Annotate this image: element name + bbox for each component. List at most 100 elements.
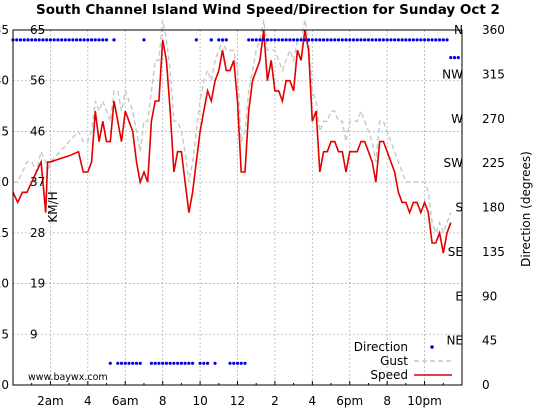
compass-label: NW <box>442 67 463 81</box>
right-tick-label: 315 <box>482 67 505 81</box>
y-inner-tick-label: 37 <box>30 175 45 189</box>
direction-point <box>104 38 109 42</box>
right-tick-label: 225 <box>482 156 505 170</box>
direction-point <box>71 38 75 42</box>
y-tick-label: 0 <box>1 378 9 392</box>
direction-point <box>164 361 169 365</box>
direction-point <box>449 56 453 60</box>
direction-point <box>41 38 45 42</box>
direction-point <box>82 38 86 42</box>
direction-point <box>149 361 154 365</box>
direction-point <box>108 361 112 365</box>
compass-label: NE <box>446 334 463 348</box>
right-tick-label: 0 <box>482 378 490 392</box>
direction-point <box>355 38 359 42</box>
gust-line <box>13 19 452 235</box>
direction-point <box>205 361 210 365</box>
direction-point <box>430 38 434 42</box>
direction-point <box>434 38 438 42</box>
y-inner-tick-label: 9 <box>30 327 38 341</box>
legend-direction-label: Direction <box>354 340 408 354</box>
direction-point <box>235 361 240 365</box>
y-inner-tick-label: 65 <box>30 23 45 37</box>
direction-point <box>445 38 449 42</box>
direction-point <box>426 38 430 42</box>
direction-point <box>393 38 397 42</box>
direction-point <box>93 38 97 42</box>
compass-label: N <box>454 23 463 37</box>
compass-label: SW <box>444 156 464 170</box>
direction-point <box>63 38 67 42</box>
direction-point <box>310 38 314 42</box>
chart-title: South Channel Island Wind Speed/Directio… <box>36 2 500 18</box>
direction-point <box>224 38 228 42</box>
plot-frame <box>12 29 463 386</box>
x-tick-label: 10pm <box>407 394 442 408</box>
direction-point <box>97 38 101 42</box>
direction-point <box>127 361 131 365</box>
direction-point <box>138 361 142 365</box>
direction-point <box>363 38 367 42</box>
direction-point <box>351 38 356 42</box>
y-tick-label: 5 <box>1 327 9 341</box>
compass-label: W <box>451 112 463 126</box>
direction-point <box>299 38 303 42</box>
y-tick-label: 20 <box>0 175 9 189</box>
direction-point <box>348 38 352 42</box>
direction-point <box>452 56 457 60</box>
direction-point <box>273 38 277 42</box>
y-inner-tick-label: 19 <box>30 277 45 291</box>
direction-point <box>381 38 386 42</box>
direction-point <box>314 38 318 42</box>
watermark: www.baywx.com <box>28 372 108 383</box>
direction-point <box>378 38 382 42</box>
direction-point <box>396 38 400 42</box>
direction-point <box>33 38 38 42</box>
direction-point <box>329 38 333 42</box>
direction-point <box>22 38 26 42</box>
direction-point <box>441 38 445 42</box>
x-tick-label: 10 <box>192 394 207 408</box>
direction-point <box>213 361 217 365</box>
direction-point <box>191 361 195 365</box>
direction-point <box>284 38 288 42</box>
x-tick-label: 2am <box>37 394 64 408</box>
direction-point <box>116 361 120 365</box>
compass-label: E <box>455 289 463 303</box>
right-axis-label: Direction (degrees) <box>519 151 533 267</box>
direction-point <box>78 38 82 42</box>
axis-labels: 0510152025303591928374656652am46am810122… <box>0 23 505 408</box>
x-tick-label: 4 <box>309 394 317 408</box>
y-inner-tick-label: 46 <box>30 124 45 138</box>
direction-point <box>288 38 292 42</box>
x-tick-label: 8 <box>383 394 391 408</box>
direction-point <box>168 361 172 365</box>
direction-point <box>269 38 273 42</box>
axes <box>12 29 463 386</box>
direction-point <box>187 361 191 365</box>
direction-point <box>18 38 23 42</box>
direction-point <box>232 361 236 365</box>
right-tick-label: 45 <box>482 334 497 348</box>
direction-point <box>280 38 284 42</box>
direction-point <box>250 38 255 42</box>
direction-point <box>408 38 412 42</box>
direction-point <box>389 38 393 42</box>
direction-point <box>321 38 326 42</box>
direction-point <box>456 56 460 60</box>
legend-direction-marker <box>430 345 434 349</box>
direction-point <box>15 38 19 42</box>
right-tick-label: 135 <box>482 245 505 259</box>
y-inner-tick-label: 28 <box>30 226 45 240</box>
direction-point <box>134 361 139 365</box>
direction-point <box>344 38 348 42</box>
x-tick-label: 12 <box>230 394 245 408</box>
direction-point <box>262 38 266 42</box>
direction-point <box>295 38 299 42</box>
direction-point <box>48 38 53 42</box>
direction-point <box>419 38 423 42</box>
direction-point <box>56 38 60 42</box>
direction-point <box>52 38 56 42</box>
